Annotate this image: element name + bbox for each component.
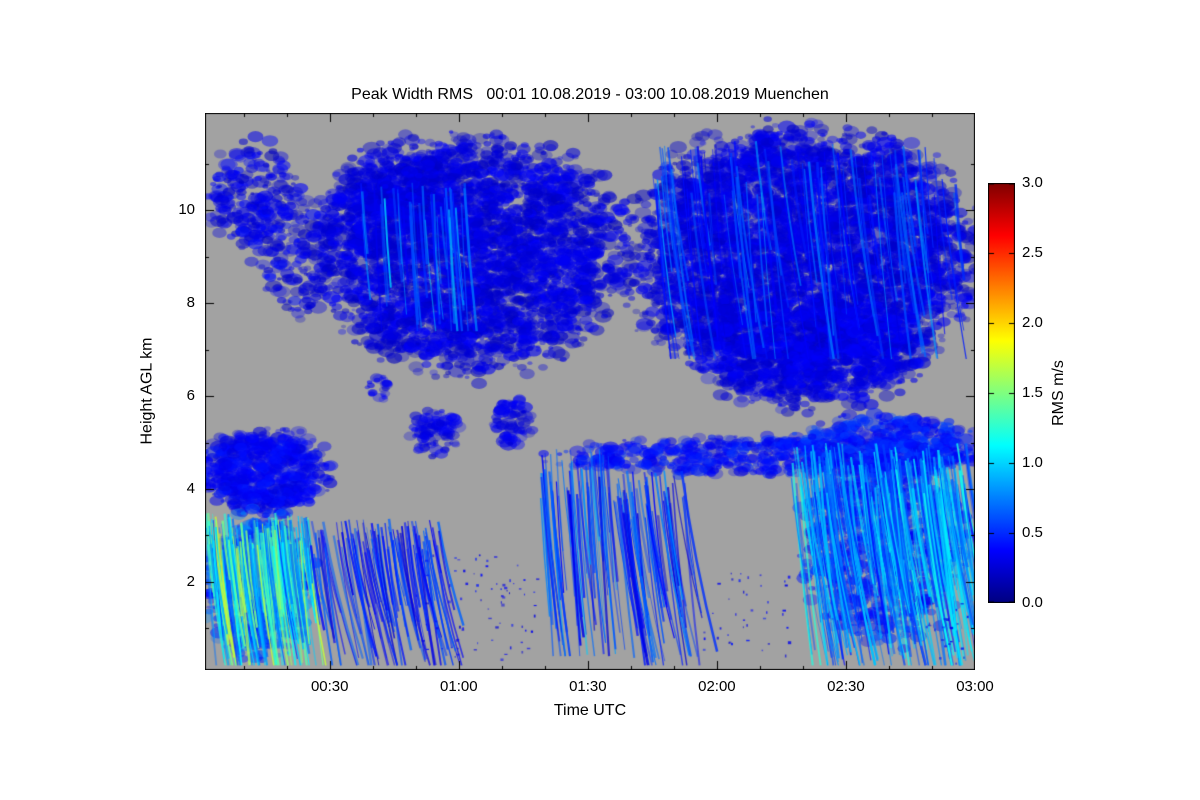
y-tick-label: 4 (186, 479, 195, 497)
x-tick-label: 03:00 (956, 678, 994, 695)
colorbar-tick-label: 1.0 (1022, 454, 1043, 471)
x-axis-label: Time UTC (553, 702, 627, 719)
colorbar-tick-label: 0.0 (1022, 594, 1043, 611)
colorbar-tick-label: 2.0 (1022, 314, 1043, 331)
x-tick-label: 02:00 (698, 678, 736, 695)
colorbar-tick-label: 3.0 (1022, 174, 1043, 191)
x-tick-label: 00:30 (310, 678, 349, 695)
x-tick-label: 01:00 (440, 678, 478, 695)
chart-title: Peak Width RMS 00:01 10.08.2019 - 03:00 … (351, 86, 829, 103)
y-tick-label: 2 (186, 572, 195, 590)
x-tick-label: 01:30 (569, 678, 607, 695)
colorbar-tick-label: 1.5 (1022, 384, 1043, 401)
colorbar-tick-label: 0.5 (1022, 524, 1043, 541)
y-tick-label: 8 (186, 294, 195, 312)
y-tick-label: 6 (186, 387, 195, 405)
x-tick-label: 02:30 (827, 678, 865, 695)
colorbar (988, 183, 1015, 603)
y-tick-label: 10 (178, 201, 195, 219)
heatmap-plot (205, 113, 975, 670)
colorbar-tick-label: 2.5 (1022, 244, 1043, 261)
